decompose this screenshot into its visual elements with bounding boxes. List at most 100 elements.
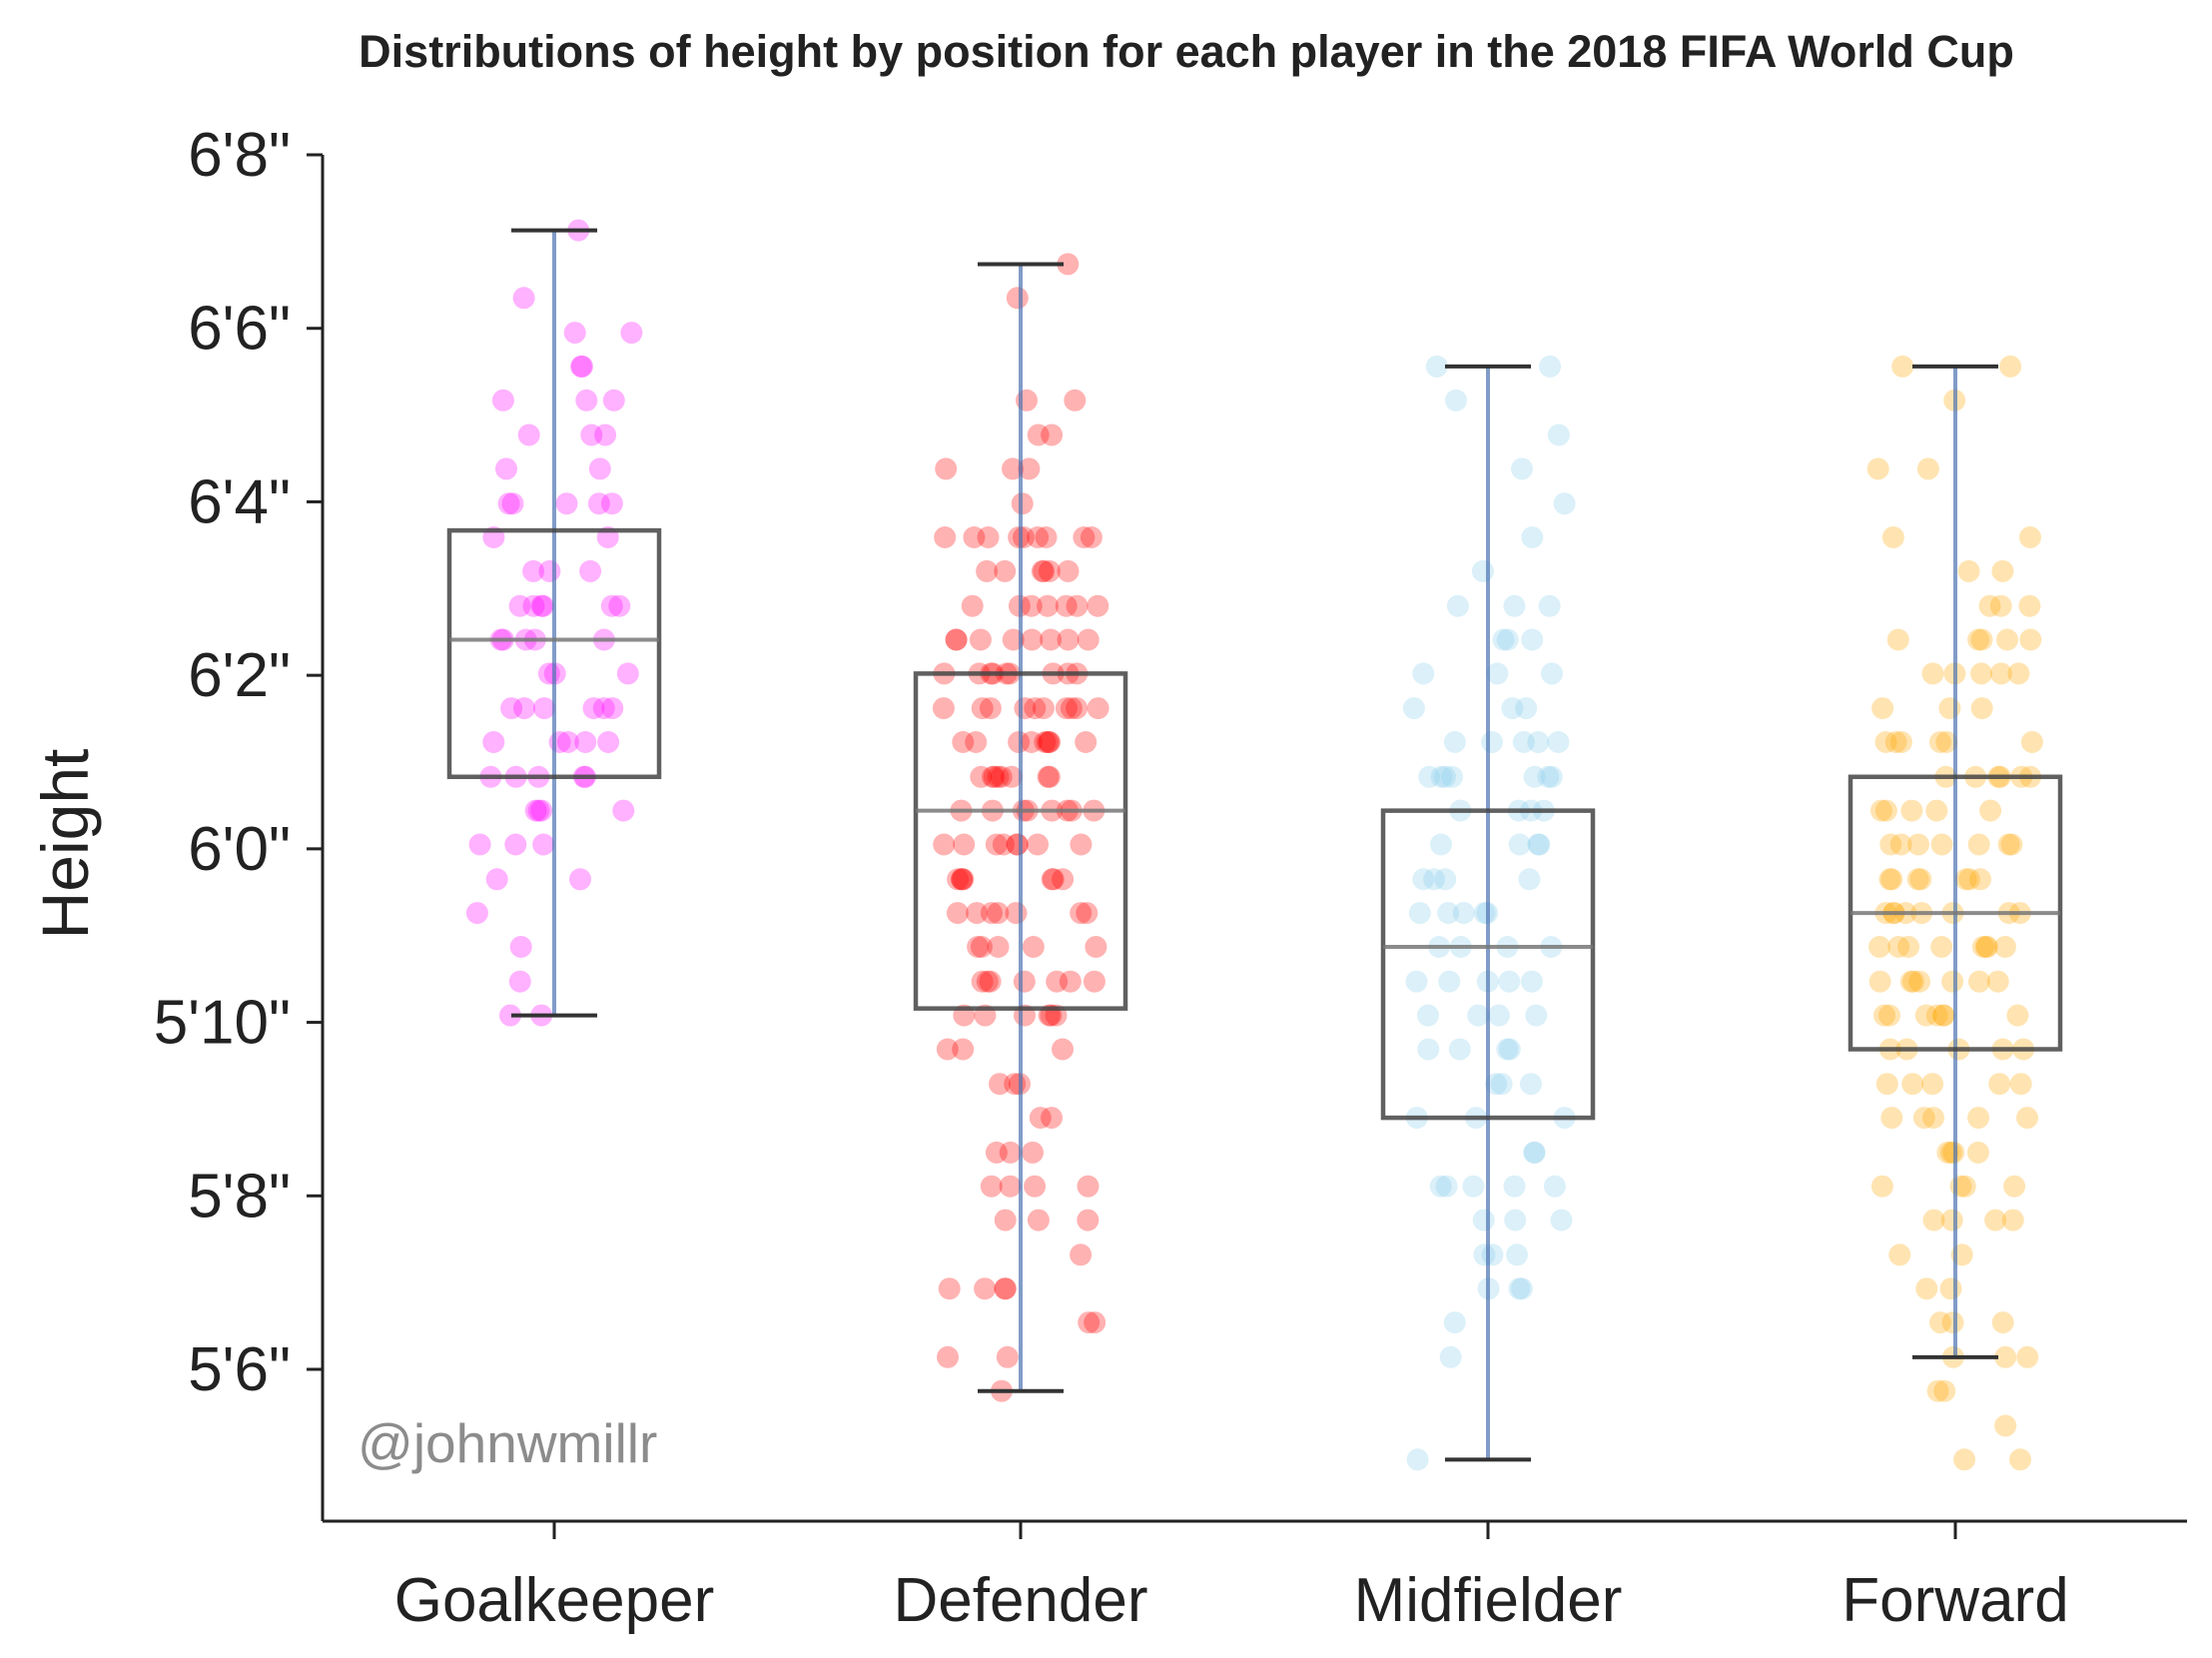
data-point-midfielder	[1550, 1209, 1573, 1232]
data-point-midfielder	[1448, 1038, 1471, 1061]
data-point-goalkeeper	[522, 559, 545, 582]
data-point-midfielder	[1438, 970, 1461, 993]
y-tick-label: 6'8"	[188, 121, 291, 190]
data-point-goalkeeper	[512, 287, 535, 310]
data-point-midfielder	[1452, 902, 1475, 925]
data-point-defender	[985, 1141, 1008, 1164]
data-point-midfielder	[1417, 1038, 1440, 1061]
data-point-forward	[1996, 628, 2018, 651]
data-point-goalkeeper	[571, 355, 593, 378]
data-point-defender	[1041, 423, 1064, 446]
data-point-defender	[938, 1277, 961, 1300]
data-point-forward	[1989, 662, 2012, 685]
points-layer	[465, 219, 2043, 1471]
data-point-forward	[1954, 868, 1977, 891]
data-point-midfielder	[1445, 389, 1467, 412]
data-point-defender	[1022, 1141, 1044, 1164]
data-point-goalkeeper	[602, 389, 625, 412]
data-point-midfielder	[1520, 970, 1543, 993]
data-point-defender	[1027, 423, 1050, 446]
data-point-defender	[1039, 731, 1061, 753]
data-point-goalkeeper	[588, 457, 611, 480]
data-point-goalkeeper	[531, 594, 554, 617]
data-point-midfielder	[1487, 1004, 1510, 1027]
data-point-defender	[1041, 868, 1064, 891]
data-point-forward	[1912, 1107, 1935, 1130]
data-point-forward	[1880, 868, 1903, 891]
data-point-defender	[1040, 628, 1063, 651]
data-point-forward	[1871, 697, 1894, 720]
data-point-midfielder	[1443, 1311, 1466, 1334]
data-point-midfielder	[1553, 492, 1576, 515]
data-point-midfielder	[1441, 765, 1463, 788]
data-point-forward	[1889, 833, 1912, 856]
data-point-midfielder	[1467, 1004, 1490, 1027]
data-point-goalkeeper	[500, 697, 523, 720]
data-point-midfielder	[1501, 697, 1524, 720]
data-point-defender	[1002, 457, 1024, 480]
data-point-goalkeeper	[582, 697, 605, 720]
data-point-goalkeeper	[491, 389, 514, 412]
data-point-defender	[982, 765, 1004, 788]
data-point-midfielder	[1418, 765, 1441, 788]
data-point-defender	[1052, 868, 1075, 891]
data-point-goalkeeper	[522, 594, 545, 617]
data-point-defender	[1083, 970, 1106, 993]
data-point-forward	[1978, 594, 2001, 617]
data-point-defender	[1060, 697, 1083, 720]
data-point-midfielder	[1471, 559, 1494, 582]
data-point-forward	[1941, 1311, 1964, 1334]
data-point-forward	[1925, 1004, 1948, 1027]
data-point-midfielder	[1429, 1175, 1452, 1198]
data-point-defender	[969, 628, 992, 651]
data-point-defender	[1029, 1107, 1052, 1130]
data-point-forward	[1921, 662, 1944, 685]
data-point-midfielder	[1540, 765, 1563, 788]
data-point-defender	[1024, 1175, 1047, 1198]
data-point-midfielder	[1473, 902, 1496, 925]
data-point-forward	[2019, 628, 2042, 651]
data-point-goalkeeper	[555, 492, 578, 515]
data-point-forward	[1986, 970, 2009, 993]
data-point-midfielder	[1547, 731, 1570, 753]
data-point-defender	[990, 765, 1013, 788]
data-point-midfielder	[1510, 1277, 1533, 1300]
data-point-forward	[2001, 1209, 2024, 1232]
data-point-goalkeeper	[556, 731, 579, 753]
data-point-defender	[1041, 1107, 1063, 1130]
data-point-midfielder	[1406, 1448, 1429, 1471]
data-point-forward	[1994, 1414, 2017, 1437]
data-point-defender	[976, 559, 999, 582]
data-point-defender	[1020, 594, 1043, 617]
data-point-goalkeeper	[608, 594, 631, 617]
data-point-defender	[933, 833, 956, 856]
data-point-midfielder	[1515, 697, 1538, 720]
data-point-defender	[1037, 594, 1059, 617]
data-point-midfielder	[1543, 1175, 1566, 1198]
data-point-defender	[1006, 287, 1029, 310]
data-point-forward	[1979, 799, 2002, 822]
data-point-midfielder	[1523, 1141, 1546, 1164]
y-axis-label: Height	[28, 749, 102, 940]
data-point-defender	[1076, 902, 1099, 925]
data-point-defender	[971, 697, 994, 720]
data-point-defender	[953, 833, 976, 856]
data-point-forward	[1901, 1073, 1924, 1096]
data-point-goalkeeper	[600, 492, 623, 515]
data-point-defender	[980, 1175, 1003, 1198]
y-tick-label: 6'4"	[188, 467, 291, 536]
data-point-midfielder	[1423, 868, 1446, 891]
data-point-forward	[1999, 355, 2022, 378]
data-point-forward	[1939, 1277, 1962, 1300]
data-point-goalkeeper	[508, 594, 531, 617]
box-defender	[913, 671, 1128, 1011]
data-point-forward	[1921, 1073, 1944, 1096]
data-point-midfielder	[1412, 868, 1435, 891]
data-point-defender	[974, 1277, 997, 1300]
data-point-goalkeeper	[532, 833, 555, 856]
data-point-defender	[992, 833, 1015, 856]
box-midfielder	[1380, 808, 1596, 1121]
data-point-forward	[2009, 1448, 2031, 1471]
data-point-defender	[1070, 833, 1093, 856]
data-point-goalkeeper	[533, 697, 555, 720]
